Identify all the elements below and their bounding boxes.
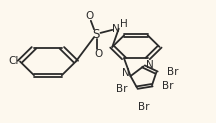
Text: N: N: [112, 24, 119, 34]
Text: S: S: [92, 28, 100, 41]
Text: O: O: [94, 49, 102, 59]
Text: Br: Br: [162, 81, 174, 91]
Text: N: N: [146, 60, 153, 70]
Text: N: N: [122, 68, 130, 78]
Text: O: O: [86, 11, 94, 21]
Text: H: H: [120, 19, 128, 29]
Text: Br: Br: [138, 102, 149, 112]
Text: Cl: Cl: [9, 56, 19, 67]
Text: Br: Br: [116, 84, 127, 94]
Text: Br: Br: [167, 67, 179, 77]
